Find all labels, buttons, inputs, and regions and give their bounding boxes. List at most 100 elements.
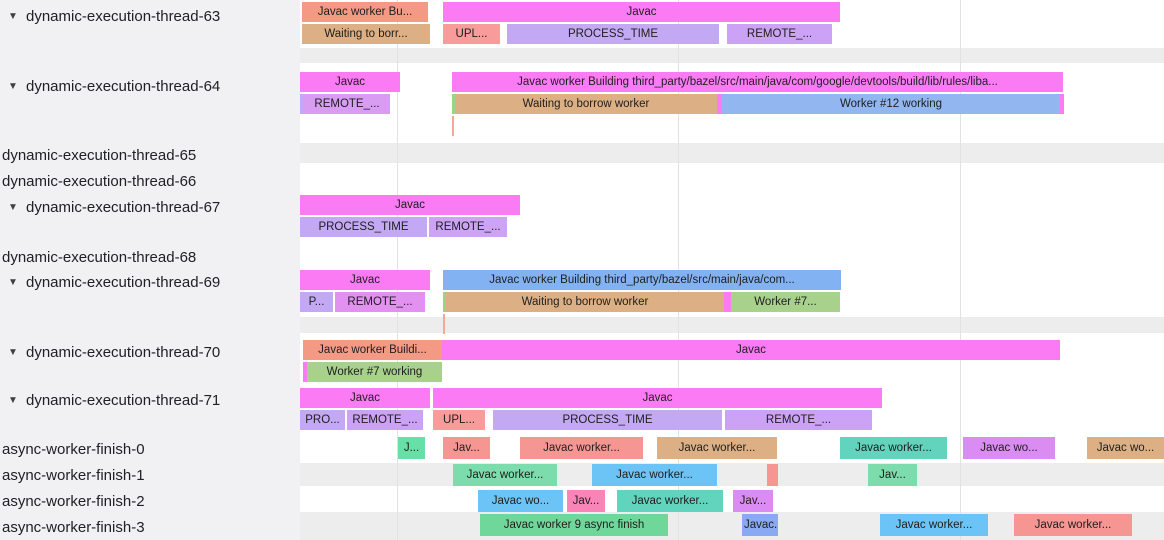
collapse-arrow-icon[interactable]: ▼ — [8, 201, 18, 213]
thread-row[interactable]: ▼ dynamic-execution-thread-67 — [0, 195, 300, 219]
trace-bar-label: REMOTE_... — [435, 221, 501, 233]
thread-row[interactable]: async-worker-finish-3 — [0, 515, 300, 539]
trace-bar[interactable] — [1060, 94, 1064, 114]
trace-bar[interactable]: Javac wo... — [478, 490, 563, 512]
trace-bar-label: Javac wo... — [1096, 442, 1155, 454]
thread-row[interactable]: ▼ dynamic-execution-thread-71 — [0, 388, 300, 412]
trace-bar-label: Worker #12 working — [839, 98, 943, 110]
trace-bar[interactable]: Javac worker Building third_party/bazel/… — [452, 72, 1063, 92]
trace-bar[interactable]: REMOTE_... — [429, 217, 507, 237]
trace-bar-label: Waiting to borrow worker — [521, 296, 649, 308]
trace-bar[interactable]: Javac wo... — [963, 437, 1055, 459]
trace-bar-label: Javac worker 9 async finish — [503, 519, 645, 531]
trace-bar-label: Jav... — [739, 495, 767, 507]
trace-bar[interactable]: Javac — [433, 388, 882, 408]
trace-bar-label: Javac — [334, 76, 366, 88]
trace-bar[interactable]: Javac worker... — [657, 437, 777, 459]
thread-row[interactable]: ▼ dynamic-execution-thread-63 — [0, 4, 300, 28]
trace-bar-label: Javac worker... — [895, 519, 973, 531]
trace-bar[interactable]: PROCESS_TIME — [493, 410, 722, 430]
trace-bar[interactable] — [303, 362, 307, 382]
thread-row-label: dynamic-execution-thread-63 — [26, 7, 221, 25]
trace-bar[interactable]: Javac — [443, 2, 840, 22]
trace-bar[interactable]: PROCESS_TIME — [507, 24, 719, 44]
trace-bar[interactable]: Worker #7 working — [307, 362, 442, 382]
trace-bar[interactable]: REMOTE_... — [725, 410, 872, 430]
trace-bar[interactable]: REMOTE_... — [304, 94, 390, 114]
trace-bar[interactable]: Waiting to borr... — [302, 24, 430, 44]
thread-row[interactable]: dynamic-execution-thread-66 — [0, 169, 300, 193]
time-gridline — [960, 0, 961, 540]
collapse-arrow-icon[interactable]: ▼ — [8, 10, 18, 22]
trace-bar[interactable]: P... — [300, 292, 333, 312]
trace-bar[interactable]: Jav... — [567, 490, 605, 512]
thread-row[interactable]: ▼ dynamic-execution-thread-69 — [0, 270, 300, 294]
trace-bar[interactable]: Waiting to borrow worker — [455, 94, 717, 114]
trace-bar[interactable] — [452, 94, 455, 114]
thread-row[interactable]: dynamic-execution-thread-65 — [0, 143, 300, 167]
thread-row[interactable]: async-worker-finish-1 — [0, 463, 300, 487]
thread-row-label: dynamic-execution-thread-71 — [26, 391, 221, 409]
trace-bar[interactable]: Javac worker Bu... — [302, 2, 428, 22]
trace-bar[interactable]: Javac worker... — [1014, 514, 1132, 536]
trace-bar-label: Waiting to borrow worker — [522, 98, 650, 110]
collapse-arrow-icon[interactable]: ▼ — [8, 276, 18, 288]
trace-bar[interactable]: J... — [398, 437, 425, 459]
collapse-arrow-icon[interactable]: ▼ — [8, 80, 18, 92]
row-background-stripe — [300, 48, 1164, 63]
trace-bar[interactable]: Worker #7... — [731, 292, 840, 312]
trace-bar[interactable]: REMOTE_... — [347, 410, 423, 430]
trace-bar[interactable]: Jav... — [868, 464, 917, 486]
trace-bar[interactable]: Javac worker... — [880, 514, 988, 536]
trace-bar[interactable]: Javac worker 9 async finish — [480, 514, 668, 536]
trace-bar[interactable]: Javac worker... — [840, 437, 947, 459]
trace-bar[interactable]: REMOTE_... — [335, 292, 425, 312]
trace-bar[interactable]: Javac worker... — [592, 464, 717, 486]
trace-bar[interactable]: Jav... — [733, 490, 773, 512]
trace-bar[interactable]: Worker #12 working — [722, 94, 1060, 114]
trace-bar[interactable] — [724, 292, 731, 312]
collapse-arrow-icon[interactable]: ▼ — [8, 346, 18, 358]
trace-bar-label: Javac — [642, 392, 673, 404]
thread-row[interactable]: dynamic-execution-thread-68 — [0, 245, 300, 269]
trace-bar[interactable]: Waiting to borrow worker — [446, 292, 724, 312]
trace-bar-label: Javac worker... — [678, 442, 756, 454]
trace-bar[interactable]: Javac — [300, 270, 430, 290]
trace-bar[interactable]: Javac worker... — [617, 490, 723, 512]
thread-row[interactable]: async-worker-finish-0 — [0, 437, 300, 461]
trace-bar-label: Javac worker... — [466, 469, 544, 481]
trace-bar[interactable]: Javac — [300, 195, 520, 215]
trace-bar[interactable]: Javac — [300, 388, 430, 408]
trace-bar[interactable] — [443, 292, 446, 312]
trace-bar[interactable] — [767, 464, 778, 486]
thread-row[interactable]: ▼ dynamic-execution-thread-64 — [0, 74, 300, 98]
trace-bar[interactable] — [300, 94, 304, 114]
trace-bar[interactable]: Javac... — [742, 514, 778, 536]
trace-bar[interactable]: Javac worker Building third_party/bazel/… — [443, 270, 841, 290]
thread-row-label: dynamic-execution-thread-64 — [26, 77, 221, 95]
trace-bar[interactable]: Javac — [442, 340, 1060, 360]
thread-row[interactable]: ▼ dynamic-execution-thread-70 — [0, 340, 300, 364]
trace-bar[interactable]: Javac worker... — [453, 464, 557, 486]
trace-bar[interactable]: Javac worker... — [520, 437, 643, 459]
trace-bar[interactable]: UPL... — [433, 410, 485, 430]
trace-bar[interactable]: Jav... — [443, 437, 490, 459]
trace-bar[interactable] — [452, 116, 454, 136]
trace-bar[interactable]: Javac wo... — [1087, 437, 1164, 459]
collapse-arrow-icon[interactable]: ▼ — [8, 394, 18, 406]
trace-bar[interactable]: UPL... — [443, 24, 500, 44]
trace-bar-label: P... — [308, 296, 325, 308]
trace-bar[interactable] — [717, 94, 722, 114]
row-background-stripe — [300, 463, 1164, 486]
trace-bar[interactable]: PROCESS_TIME — [300, 217, 427, 237]
trace-bar[interactable] — [443, 314, 445, 334]
trace-bar[interactable]: Javac — [300, 72, 400, 92]
trace-bar-label: Worker #7 working — [326, 366, 423, 378]
trace-bar[interactable]: PRO... — [300, 410, 345, 430]
trace-bar-label: Javac worker Building third_party/bazel/… — [489, 274, 795, 286]
trace-bar-label: Javac — [626, 6, 657, 18]
trace-bar[interactable]: REMOTE_... — [727, 24, 832, 44]
thread-row[interactable]: async-worker-finish-2 — [0, 489, 300, 513]
trace-bar[interactable]: Javac worker Buildi... — [303, 340, 442, 360]
